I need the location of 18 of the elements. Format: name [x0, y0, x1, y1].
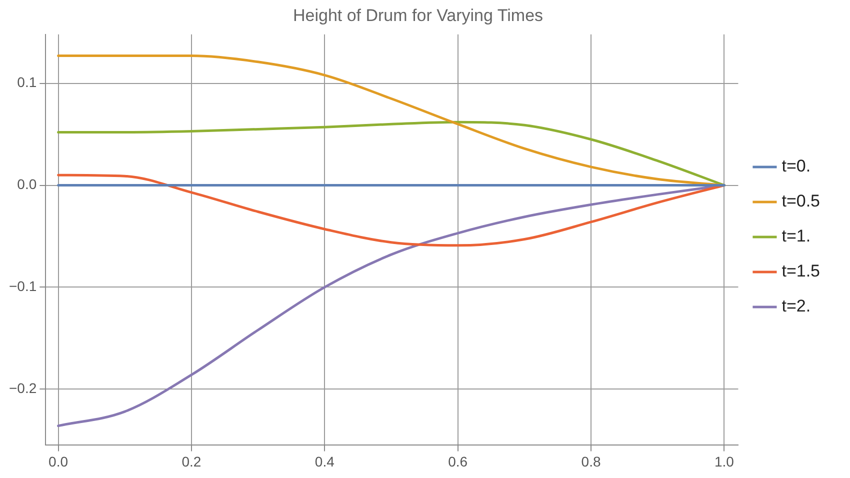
- x-tick-label: 0.6: [448, 453, 468, 470]
- y-tick-label: −0.1: [8, 278, 37, 294]
- line-series: [57, 174, 726, 247]
- line-series: [57, 120, 726, 187]
- legend-label: t=1.: [782, 226, 811, 246]
- x-tick-label: 1.0: [714, 453, 734, 470]
- legend-label: t=0.: [782, 156, 811, 176]
- y-tick-label: 0.0: [17, 176, 37, 192]
- y-tick-label: 0.1: [17, 74, 37, 90]
- chart-title: Height of Drum for Varying Times: [292, 6, 544, 25]
- legend-label: t=1.5: [782, 262, 820, 281]
- x-tick-label: 0.8: [581, 453, 601, 470]
- x-tick-label: 0.0: [48, 453, 68, 470]
- x-tick-label: 0.2: [182, 453, 202, 470]
- x-tick-label: 0.4: [314, 453, 335, 470]
- legend-label: t=0.5: [782, 192, 820, 211]
- legend-label: t=2.: [782, 296, 811, 316]
- y-tick-label: −0.2: [8, 380, 37, 396]
